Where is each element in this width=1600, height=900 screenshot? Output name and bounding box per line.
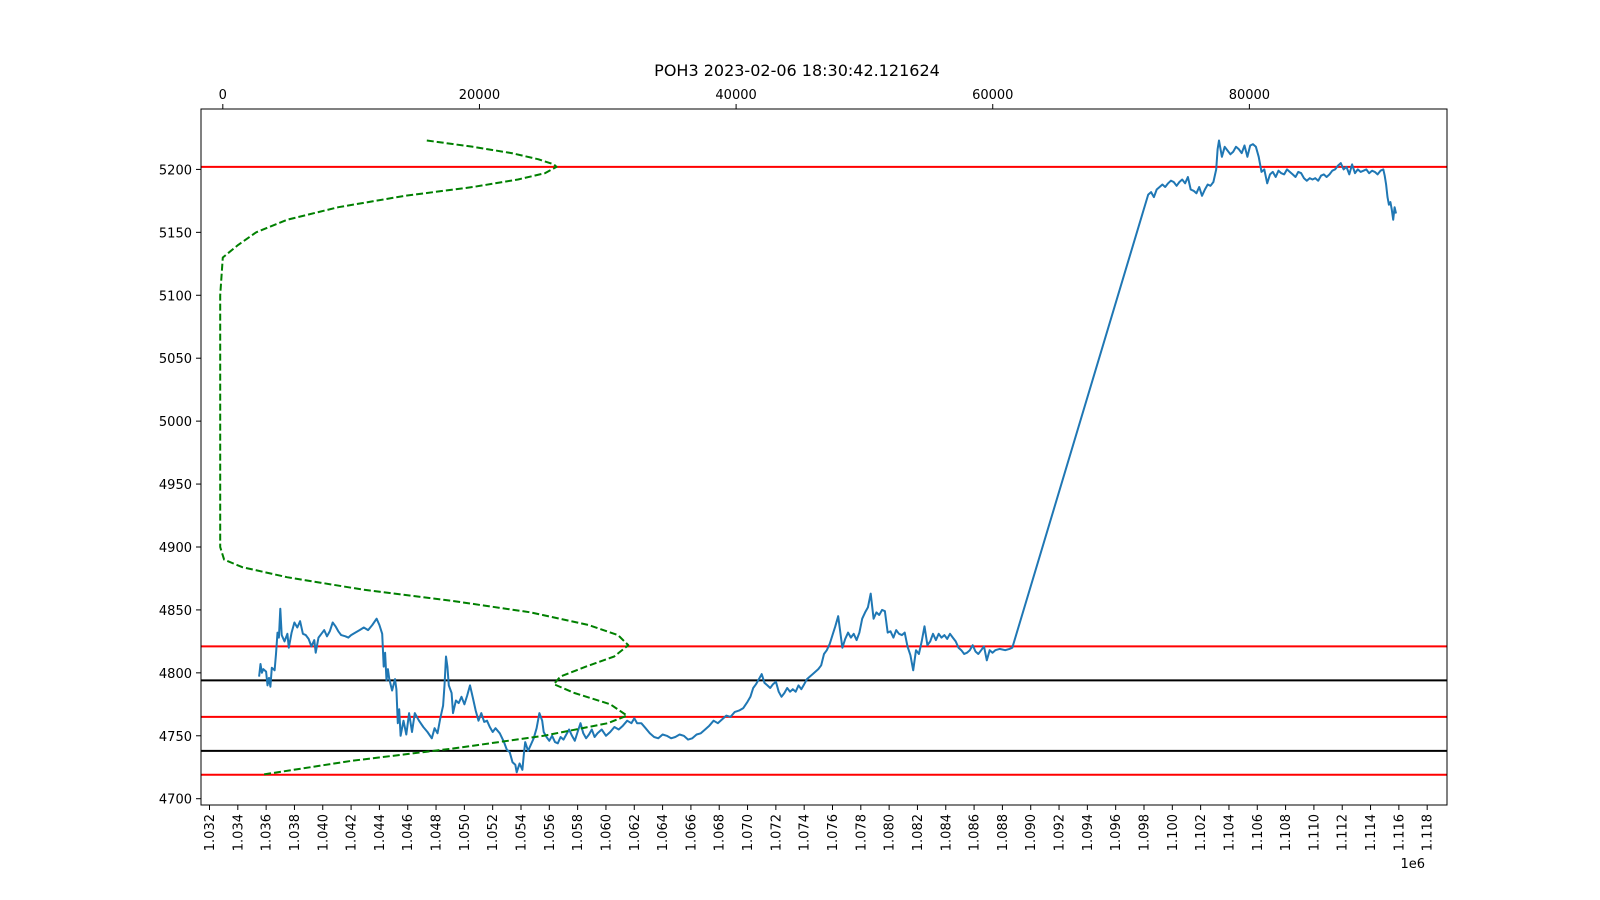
x2-tick-label: 0 (219, 88, 227, 103)
plot-layer (201, 139, 1447, 776)
x-tick-label: 1.110 (1307, 814, 1322, 851)
y-tick-label: 4800 (159, 667, 192, 682)
y-tick-label: 4700 (159, 793, 192, 808)
x-tick-label: 1.082 (911, 814, 926, 851)
x-tick-label: 1.054 (514, 814, 529, 851)
x2-tick-label: 80000 (1229, 88, 1270, 103)
x-tick-label: 1.108 (1279, 814, 1294, 851)
x-tick-label: 1.084 (939, 814, 954, 851)
y-tick-label: 5150 (159, 226, 192, 241)
x-tick-label: 1.042 (345, 814, 360, 851)
x-tick-label: 1.114 (1364, 814, 1379, 851)
x2-tick-label: 40000 (715, 88, 756, 103)
x-tick-label: 1.104 (1222, 814, 1237, 851)
x-tick-label: 1.034 (231, 814, 246, 851)
y-tick-label: 5050 (159, 352, 192, 367)
x-tick-label: 1.046 (401, 814, 416, 851)
x2-tick-label: 60000 (972, 88, 1013, 103)
x-tick-label: 1.074 (798, 814, 813, 851)
x-tick-label: 1.060 (599, 814, 614, 851)
x-tick-label: 1.072 (769, 814, 784, 851)
x-tick-label: 1.078 (854, 814, 869, 851)
x-tick-label: 1.050 (458, 814, 473, 851)
x-tick-label: 1.048 (430, 814, 445, 851)
x-tick-label: 1.112 (1336, 814, 1351, 851)
x-tick-label: 1.090 (1024, 814, 1039, 851)
plot-area (201, 139, 1447, 776)
y-tick-label: 4900 (159, 541, 192, 556)
x-tick-label: 1.096 (1109, 814, 1124, 851)
y-tick-label: 5000 (159, 415, 192, 430)
x-tick-label: 1.118 (1421, 814, 1436, 851)
x-tick-label: 1.032 (203, 814, 218, 851)
x-tick-label: 1.088 (996, 814, 1011, 851)
x-tick-label: 1.092 (1053, 814, 1068, 851)
volume-profile-line (219, 139, 630, 776)
x-tick-label: 1.094 (1081, 814, 1096, 851)
axes-layer: 1.032 1.034 1.036 1.038 1.040 1.042 1.044 1.046… (159, 88, 1448, 851)
price-line (258, 139, 1397, 774)
x-tick-label: 1.068 (713, 814, 728, 851)
x-tick-label: 1.086 (968, 814, 983, 851)
x-tick-label: 1.076 (826, 814, 841, 851)
x-tick-label: 1.064 (656, 814, 671, 851)
axes-frame (200, 108, 1448, 806)
chart-title: POH3 2023-02-06 18:30:42.121624 (654, 61, 940, 80)
x-tick-label: 1.040 (316, 814, 331, 851)
x-tick-label: 1.058 (571, 814, 586, 851)
x2-tick-label: 20000 (459, 88, 500, 103)
y-tick-label: 5200 (159, 163, 192, 178)
x-tick-label: 1.066 (684, 814, 699, 851)
y-tick-label: 5100 (159, 289, 192, 304)
x-offset-label: 1e6 (1400, 857, 1425, 872)
x-tick-label: 1.098 (1137, 814, 1152, 851)
y-tick-label: 4950 (159, 478, 192, 493)
x-tick-label: 1.038 (288, 814, 303, 851)
x-tick-label: 1.102 (1194, 814, 1209, 851)
x-tick-label: 1.116 (1392, 814, 1407, 851)
x-tick-label: 1.056 (543, 814, 558, 851)
x-tick-label: 1.036 (260, 814, 275, 851)
y-tick-label: 4750 (159, 730, 192, 745)
x-tick-label: 1.070 (741, 814, 756, 851)
x-tick-label: 1.100 (1166, 814, 1181, 851)
x-tick-label: 1.106 (1251, 814, 1266, 851)
x-tick-label: 1.062 (628, 814, 643, 851)
x-tick-label: 1.044 (373, 814, 388, 851)
x-tick-label: 1.080 (883, 814, 898, 851)
x-tick-label: 1.052 (486, 814, 501, 851)
y-tick-label: 4850 (159, 604, 192, 619)
